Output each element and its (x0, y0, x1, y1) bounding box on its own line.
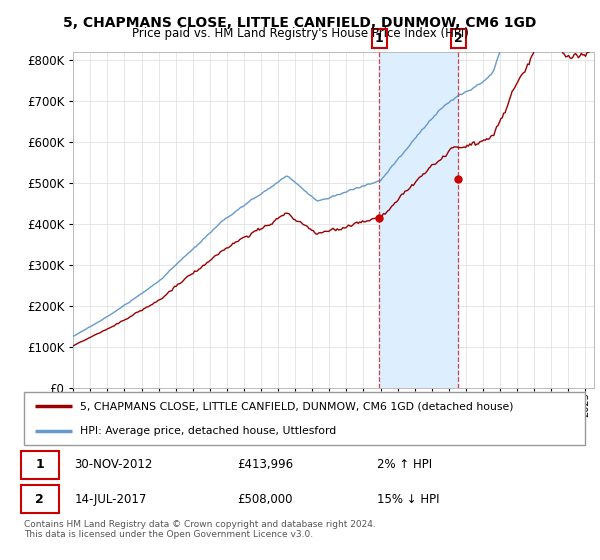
Text: 2: 2 (454, 32, 463, 45)
Text: £508,000: £508,000 (237, 493, 293, 506)
Text: 2: 2 (35, 493, 44, 506)
Text: 5, CHAPMANS CLOSE, LITTLE CANFIELD, DUNMOW, CM6 1GD: 5, CHAPMANS CLOSE, LITTLE CANFIELD, DUNM… (64, 16, 536, 30)
FancyBboxPatch shape (20, 451, 59, 479)
Text: 1: 1 (35, 458, 44, 472)
FancyBboxPatch shape (24, 392, 585, 445)
Text: Contains HM Land Registry data © Crown copyright and database right 2024.
This d: Contains HM Land Registry data © Crown c… (24, 520, 376, 539)
Text: 5, CHAPMANS CLOSE, LITTLE CANFIELD, DUNMOW, CM6 1GD (detached house): 5, CHAPMANS CLOSE, LITTLE CANFIELD, DUNM… (80, 402, 514, 412)
Text: £413,996: £413,996 (237, 458, 293, 472)
Text: 1: 1 (375, 32, 383, 45)
Text: 2% ↑ HPI: 2% ↑ HPI (377, 458, 433, 472)
Text: 14-JUL-2017: 14-JUL-2017 (74, 493, 147, 506)
Text: Price paid vs. HM Land Registry's House Price Index (HPI): Price paid vs. HM Land Registry's House … (131, 27, 469, 40)
Text: 30-NOV-2012: 30-NOV-2012 (74, 458, 153, 472)
FancyBboxPatch shape (20, 485, 59, 513)
Text: 15% ↓ HPI: 15% ↓ HPI (377, 493, 440, 506)
Text: HPI: Average price, detached house, Uttlesford: HPI: Average price, detached house, Uttl… (80, 426, 337, 436)
Bar (379, 52, 458, 388)
